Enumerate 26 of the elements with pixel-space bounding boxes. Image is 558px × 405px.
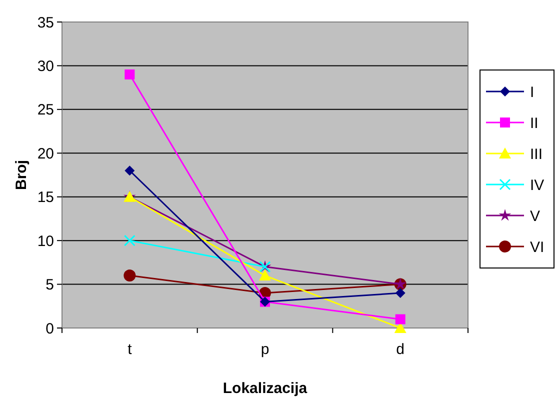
legend-label: VI [530, 238, 544, 256]
y-tick-label: 20 [37, 145, 54, 162]
y-tick-label: 30 [37, 58, 54, 75]
legend-label: IV [530, 176, 544, 194]
y-tick-label: 5 [46, 276, 54, 294]
x-axis-title: Lokalizacija [222, 380, 308, 397]
y-tick-label: 35 [37, 14, 54, 32]
legend-label: I [530, 84, 534, 101]
x-tick-label: p [260, 341, 270, 358]
y-tick-label: 10 [37, 232, 54, 250]
y-tick-label: 0 [46, 320, 54, 338]
y-tick-label: 15 [37, 189, 54, 206]
point [124, 270, 136, 282]
legend-label: V [530, 208, 540, 225]
x-tick-label: d [396, 341, 405, 358]
point [395, 314, 406, 324]
point [124, 166, 135, 176]
point [395, 288, 406, 298]
x-tick-label: t [128, 341, 133, 358]
legend-label: II [530, 114, 538, 132]
y-tick-label: 25 [37, 102, 54, 119]
point [124, 234, 136, 246]
point [124, 69, 135, 80]
y-axis-title: Broj [13, 160, 30, 190]
point [259, 270, 271, 281]
legend-label: III [530, 146, 543, 163]
